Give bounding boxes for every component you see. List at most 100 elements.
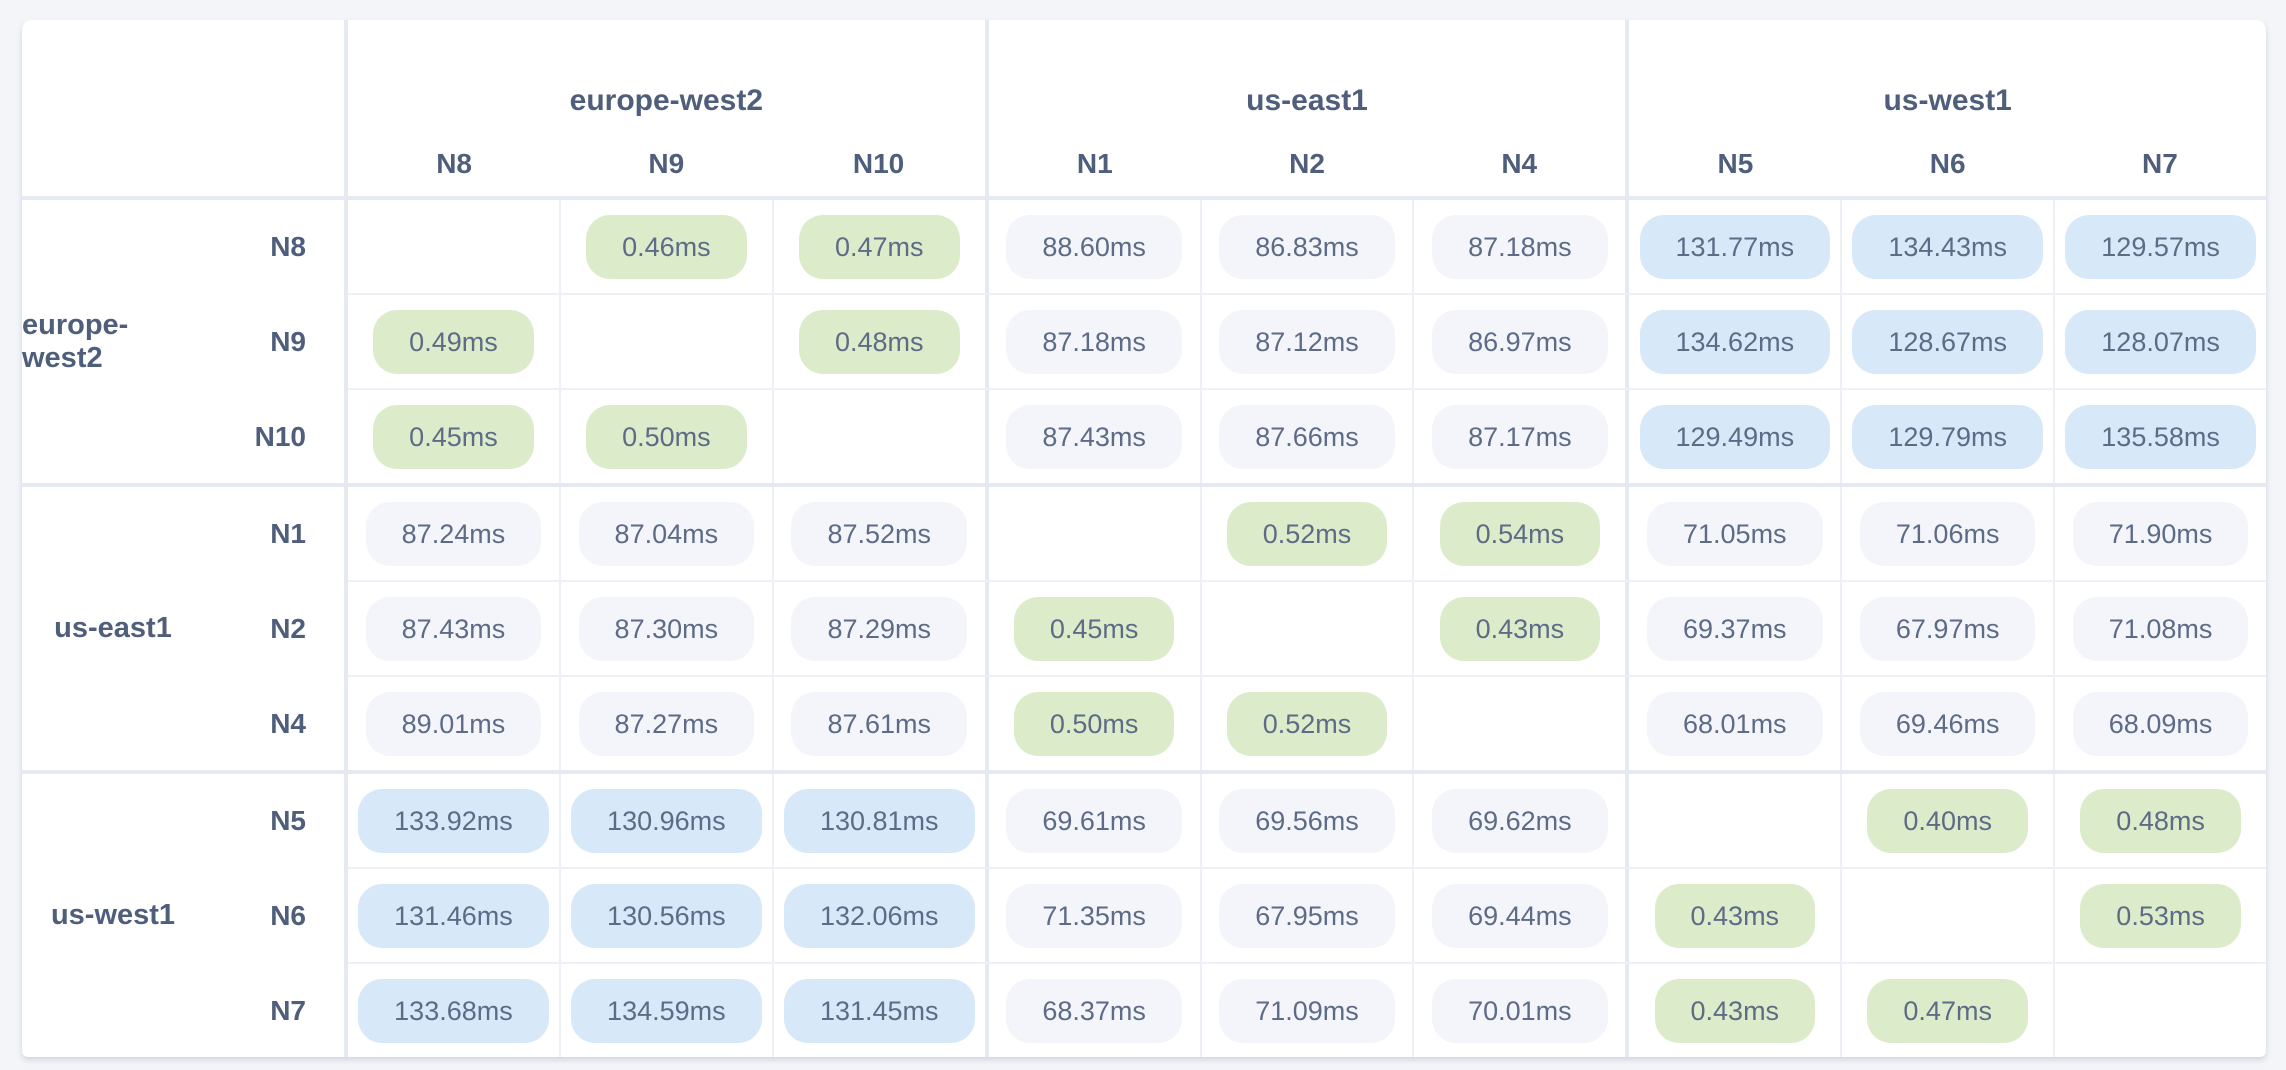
latency-pill-N6-N8[interactable]: 131.46ms <box>358 883 549 948</box>
latency-cell-N10-N5: 129.49ms <box>1629 390 1840 483</box>
latency-pill-N8-N9[interactable]: 0.46ms <box>586 214 747 279</box>
latency-pill-N8-N5[interactable]: 131.77ms <box>1639 214 1831 279</box>
latency-pill-N10-N5[interactable]: 129.49ms <box>1639 404 1831 469</box>
latency-pill-N2-N1[interactable]: 0.45ms <box>1013 596 1175 661</box>
latency-pill-N10-N6[interactable]: 129.79ms <box>1852 404 2043 469</box>
row-group-europe-west2: europe-west2 N8 N9 N10 0.46ms 0.47ms 88.60ms 86… <box>22 200 2266 483</box>
latency-pill-N9-N6[interactable]: 128.67ms <box>1852 309 2043 374</box>
column-node-label-N6: N6 <box>1929 148 1966 179</box>
latency-cell-N4-N4 <box>1412 677 1625 770</box>
latency-pill-N2-N9[interactable]: 87.30ms <box>578 596 755 661</box>
latency-pill-N10-N9[interactable]: 0.50ms <box>586 404 747 469</box>
latency-pill-N1-N10[interactable]: 87.52ms <box>791 501 967 566</box>
column-region-title-europe-west2: europe-west2 <box>569 84 764 117</box>
latency-pill-N8-N4[interactable]: 87.18ms <box>1432 214 1608 279</box>
cell-segment-N8-us-east1: 88.60ms 86.83ms 87.18ms <box>984 200 1626 293</box>
latency-cell-N10-N4: 87.17ms <box>1412 390 1625 483</box>
latency-pill-N4-N6[interactable]: 69.46ms <box>1859 691 2036 756</box>
latency-pill-N1-N2[interactable]: 0.52ms <box>1226 501 1388 566</box>
latency-pill-N2-N4[interactable]: 0.43ms <box>1439 596 1601 661</box>
latency-pill-N8-N1[interactable]: 88.60ms <box>1006 214 1182 279</box>
latency-pill-N4-N7[interactable]: 68.09ms <box>2072 691 2249 756</box>
latency-pill-N2-N7[interactable]: 71.08ms <box>2072 596 2249 661</box>
row-node-label-N10: N10 <box>254 420 306 452</box>
latency-pill-N5-N8[interactable]: 133.92ms <box>358 788 549 853</box>
latency-pill-N2-N10[interactable]: 87.29ms <box>791 596 967 661</box>
latency-pill-N9-N1[interactable]: 87.18ms <box>1006 309 1182 374</box>
latency-pill-N9-N5[interactable]: 134.62ms <box>1639 309 1831 374</box>
latency-cell-N6-N9: 130.56ms <box>558 869 772 962</box>
latency-pill-N8-N7[interactable]: 129.57ms <box>2065 214 2256 279</box>
latency-pill-N7-N2[interactable]: 71.09ms <box>1219 978 1395 1043</box>
latency-pill-N1-N9[interactable]: 87.04ms <box>578 501 755 566</box>
latency-pill-N2-N6[interactable]: 67.97ms <box>1859 596 2036 661</box>
latency-pill-N1-N8[interactable]: 87.24ms <box>365 501 542 566</box>
latency-pill-N6-N9[interactable]: 130.56ms <box>571 883 762 948</box>
latency-cell-N9-N6: 128.67ms <box>1840 295 2053 388</box>
latency-cell-N8-N6: 134.43ms <box>1840 200 2053 293</box>
column-group-us-east1: us-east1 N1 N2 N4 <box>984 20 1626 196</box>
latency-pill-N5-N1[interactable]: 69.61ms <box>1006 788 1182 853</box>
latency-cell-N1-N5: 71.05ms <box>1629 487 1840 580</box>
latency-pill-N9-N10[interactable]: 0.48ms <box>798 309 960 374</box>
latency-pill-N8-N6[interactable]: 134.43ms <box>1852 214 2043 279</box>
latency-pill-N6-N7[interactable]: 0.53ms <box>2080 883 2241 948</box>
latency-pill-N4-N5[interactable]: 68.01ms <box>1647 691 1823 756</box>
latency-pill-N1-N6[interactable]: 71.06ms <box>1859 501 2036 566</box>
latency-pill-N9-N4[interactable]: 86.97ms <box>1432 309 1608 374</box>
latency-pill-N1-N4[interactable]: 0.54ms <box>1439 501 1601 566</box>
latency-pill-N9-N7[interactable]: 128.07ms <box>2065 309 2256 374</box>
latency-cell-N9-N5: 134.62ms <box>1629 295 1840 388</box>
latency-pill-N7-N5[interactable]: 0.43ms <box>1654 978 1816 1043</box>
latency-pill-N6-N5[interactable]: 0.43ms <box>1654 883 1816 948</box>
latency-pill-N5-N10[interactable]: 130.81ms <box>783 788 975 853</box>
latency-pill-N6-N1[interactable]: 71.35ms <box>1006 883 1182 948</box>
cell-segment-N10-us-east1: 87.43ms 87.66ms 87.17ms <box>984 390 1626 483</box>
latency-pill-N8-N2[interactable]: 86.83ms <box>1219 214 1395 279</box>
latency-pill-N6-N4[interactable]: 69.44ms <box>1432 883 1608 948</box>
latency-pill-N7-N4[interactable]: 70.01ms <box>1432 978 1608 1043</box>
latency-pill-N1-N7[interactable]: 71.90ms <box>2072 501 2249 566</box>
latency-pill-N10-N1[interactable]: 87.43ms <box>1006 404 1182 469</box>
latency-pill-N5-N6[interactable]: 0.40ms <box>1867 788 2028 853</box>
cell-segment-N6-europe-west2: 131.46ms 130.56ms 132.06ms <box>348 869 985 962</box>
row-node-label-N8: N8 <box>270 230 306 262</box>
latency-pill-N10-N2[interactable]: 87.66ms <box>1219 404 1395 469</box>
latency-pill-N7-N6[interactable]: 0.47ms <box>1867 978 2028 1043</box>
latency-pill-N7-N8[interactable]: 133.68ms <box>358 978 549 1043</box>
cell-segment-N5-europe-west2: 133.92ms 130.96ms 130.81ms <box>348 774 985 867</box>
latency-cell-N2-N10: 87.29ms <box>771 582 985 675</box>
latency-pill-N9-N8[interactable]: 0.49ms <box>373 309 534 374</box>
latency-pill-N8-N10[interactable]: 0.47ms <box>798 214 960 279</box>
latency-pill-N7-N1[interactable]: 68.37ms <box>1006 978 1182 1043</box>
latency-pill-N7-N9[interactable]: 134.59ms <box>571 978 762 1043</box>
latency-cell-N9-N8: 0.49ms <box>348 295 559 388</box>
latency-cell-N10-N2: 87.66ms <box>1199 390 1413 483</box>
latency-pill-N7-N10[interactable]: 131.45ms <box>783 978 975 1043</box>
latency-pill-N6-N2[interactable]: 67.95ms <box>1219 883 1395 948</box>
column-node-labels-us-west1: N5 N6 N7 <box>1629 148 2266 180</box>
latency-pill-N10-N7[interactable]: 135.58ms <box>2065 404 2256 469</box>
latency-cell-N4-N2: 0.52ms <box>1199 677 1413 770</box>
latency-pill-N4-N1[interactable]: 0.50ms <box>1013 691 1175 756</box>
latency-pill-N2-N8[interactable]: 87.43ms <box>365 596 542 661</box>
latency-pill-N5-N7[interactable]: 0.48ms <box>2080 788 2241 853</box>
latency-pill-N4-N10[interactable]: 87.61ms <box>791 691 967 756</box>
latency-cell-N9-N1: 87.18ms <box>989 295 1200 388</box>
latency-cell-N8-N1: 88.60ms <box>989 200 1200 293</box>
latency-cell-N7-N10: 131.45ms <box>771 964 985 1057</box>
latency-pill-N1-N5[interactable]: 71.05ms <box>1647 501 1823 566</box>
latency-pill-N4-N8[interactable]: 89.01ms <box>365 691 542 756</box>
latency-pill-N4-N9[interactable]: 87.27ms <box>578 691 755 756</box>
latency-pill-N4-N2[interactable]: 0.52ms <box>1226 691 1388 756</box>
latency-pill-N5-N9[interactable]: 130.96ms <box>571 788 762 853</box>
latency-pill-N5-N4[interactable]: 69.62ms <box>1432 788 1608 853</box>
latency-pill-N9-N2[interactable]: 87.12ms <box>1219 309 1395 374</box>
latency-cell-N1-N6: 71.06ms <box>1840 487 2053 580</box>
latency-pill-N6-N10[interactable]: 132.06ms <box>783 883 975 948</box>
latency-pill-N10-N4[interactable]: 87.17ms <box>1432 404 1608 469</box>
cell-segment-N4-us-east1: 0.50ms 0.52ms <box>984 677 1626 770</box>
latency-pill-N5-N2[interactable]: 69.56ms <box>1219 788 1395 853</box>
latency-pill-N2-N5[interactable]: 69.37ms <box>1647 596 1823 661</box>
latency-pill-N10-N8[interactable]: 0.45ms <box>373 404 534 469</box>
